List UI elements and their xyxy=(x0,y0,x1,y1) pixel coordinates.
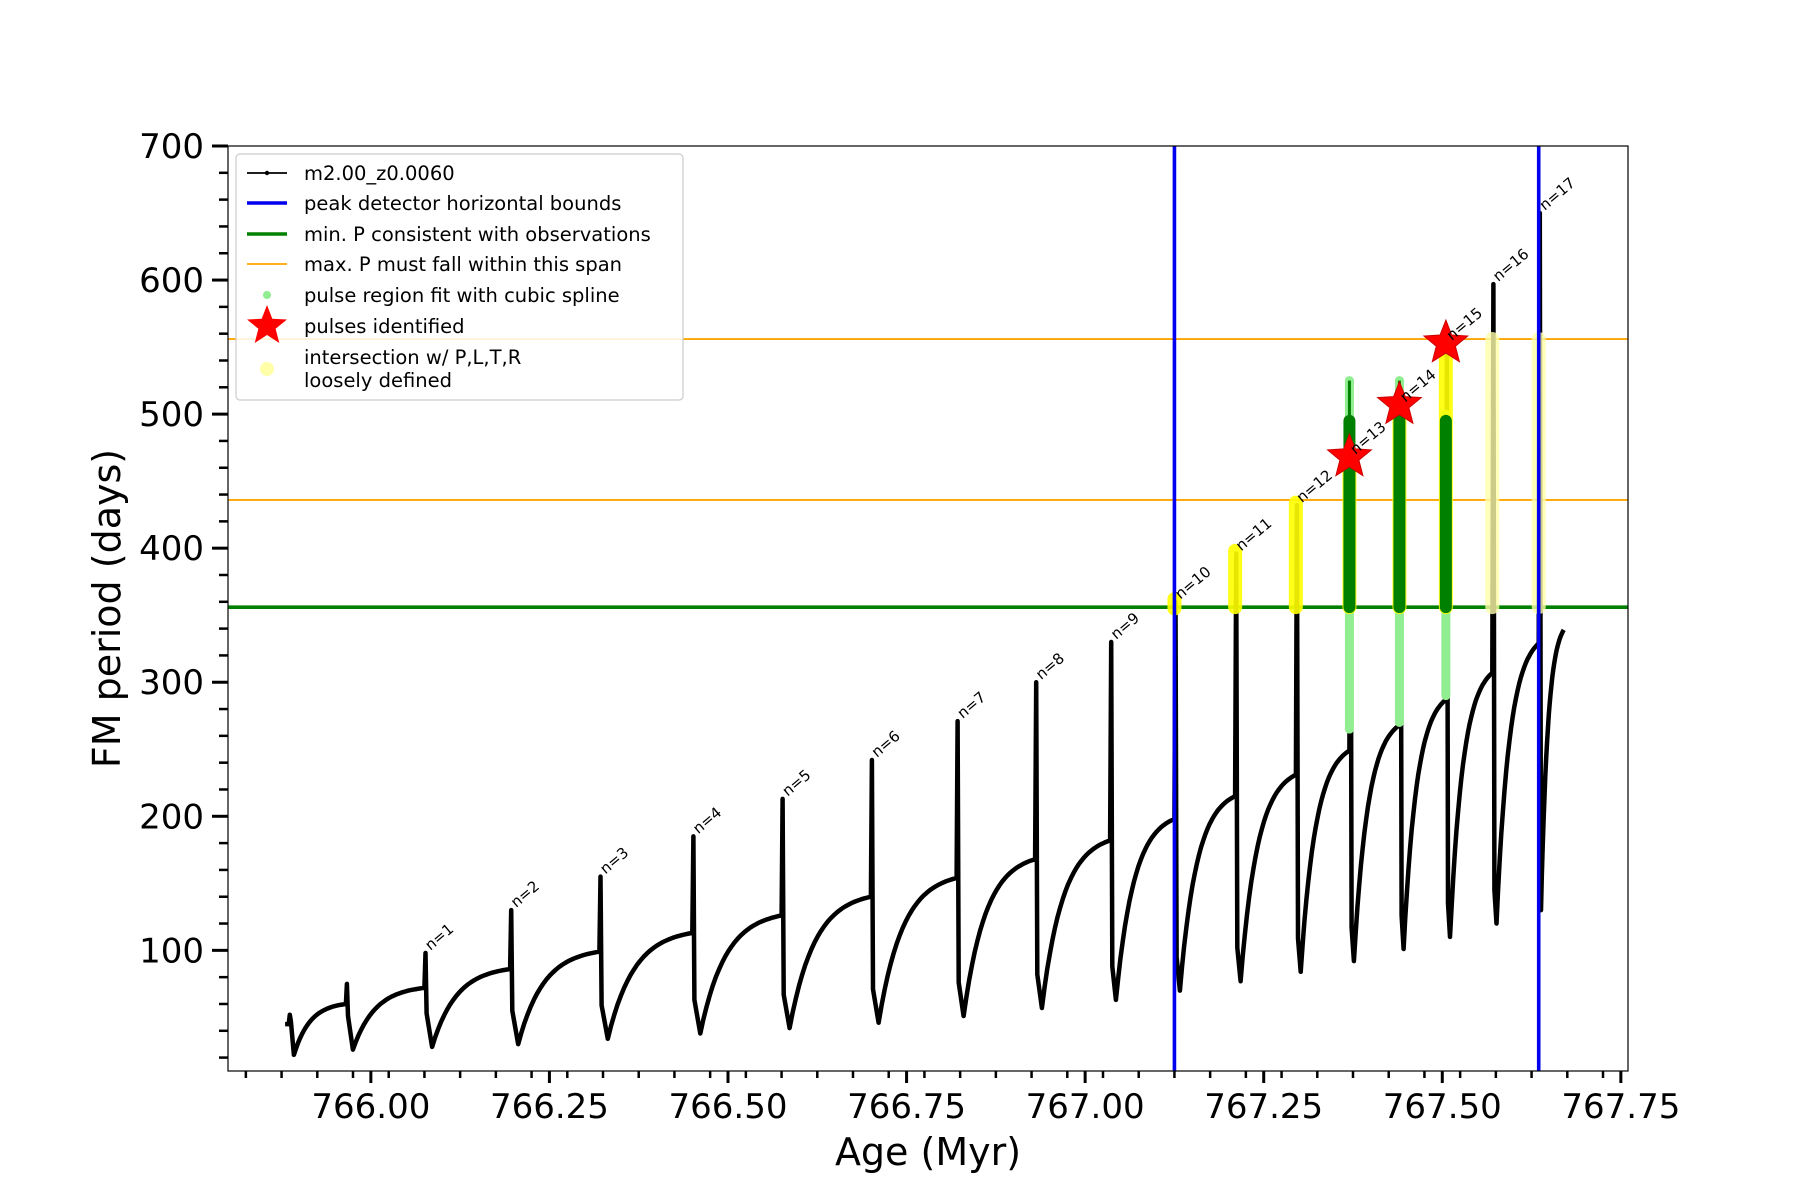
x-axis-label: Age (Myr) xyxy=(835,1130,1021,1174)
pulse-label-4: n=4 xyxy=(689,803,725,837)
y-axis-label: FM period (days) xyxy=(85,449,129,768)
x-tick-label-0: 766.00 xyxy=(311,1087,430,1127)
axes-layer: 766.00 766.25 766.50 766.75 767.00 767.25 767.… xyxy=(139,127,1680,1127)
x-tick-label-7: 767.75 xyxy=(1561,1087,1680,1127)
pulse-label-16: n=16 xyxy=(1489,245,1532,285)
pulse-label-8: n=8 xyxy=(1032,649,1068,683)
x-tick-label-2: 766.50 xyxy=(669,1087,788,1127)
legend-label-4: pulse region fit with cubic spline xyxy=(304,284,620,307)
x-tick-label-4: 767.00 xyxy=(1026,1087,1145,1127)
x-tick-label-1: 766.25 xyxy=(490,1087,609,1127)
plot-frame xyxy=(227,145,1629,1072)
legend-label-2: min. P consistent with observations xyxy=(304,223,651,246)
legend-label-1: peak detector horizontal bounds xyxy=(304,192,621,215)
pulse-label-2: n=2 xyxy=(507,877,543,911)
legend-handle-spline-dot xyxy=(263,291,271,299)
legend-box xyxy=(235,153,684,401)
pulse-label-5: n=5 xyxy=(779,766,815,800)
pulse-label-10: n=10 xyxy=(1171,563,1214,603)
pulse-star-1 xyxy=(1376,380,1423,425)
series-track-line xyxy=(285,210,1566,1058)
legend-label-0: m2.00_z0.0060 xyxy=(304,162,455,185)
legend-label-3: max. P must fall within this span xyxy=(304,253,622,276)
plot-area xyxy=(228,146,1628,1071)
legend-label-6: intersection w/ P,L,T,R xyxy=(304,346,521,369)
pulse-label-11: n=11 xyxy=(1232,514,1275,554)
legend-handle-track-marker xyxy=(264,170,270,176)
y-tick-label-5: 600 xyxy=(139,261,204,301)
legend-handle-intersection xyxy=(260,362,274,376)
pulse-label-3: n=3 xyxy=(596,844,632,878)
y-tick-label-3: 400 xyxy=(139,529,204,569)
x-tick-label-3: 766.75 xyxy=(847,1087,966,1127)
pulse-label-7: n=7 xyxy=(954,688,990,722)
pulse-label-17: n=17 xyxy=(1536,174,1579,214)
legend-label-5: pulses identified xyxy=(304,315,465,338)
pulse-star-0 xyxy=(1326,432,1373,477)
y-tick-label-6: 700 xyxy=(139,127,204,167)
y-tick-label-0: 100 xyxy=(139,931,204,971)
legend-handle-star xyxy=(247,305,287,343)
legend-label-7: loosely defined xyxy=(304,369,452,392)
y-tick-label-1: 200 xyxy=(139,797,204,837)
pulse-star-2 xyxy=(1422,318,1469,363)
x-tick-label-6: 767.50 xyxy=(1383,1087,1502,1127)
x-tick-label-5: 767.25 xyxy=(1204,1087,1323,1127)
y-tick-label-4: 500 xyxy=(139,395,204,435)
pulse-label-9: n=9 xyxy=(1107,609,1143,643)
pulse-label-6: n=6 xyxy=(868,727,904,761)
y-tick-label-2: 300 xyxy=(139,663,204,703)
pulse-label-1: n=1 xyxy=(421,920,457,954)
